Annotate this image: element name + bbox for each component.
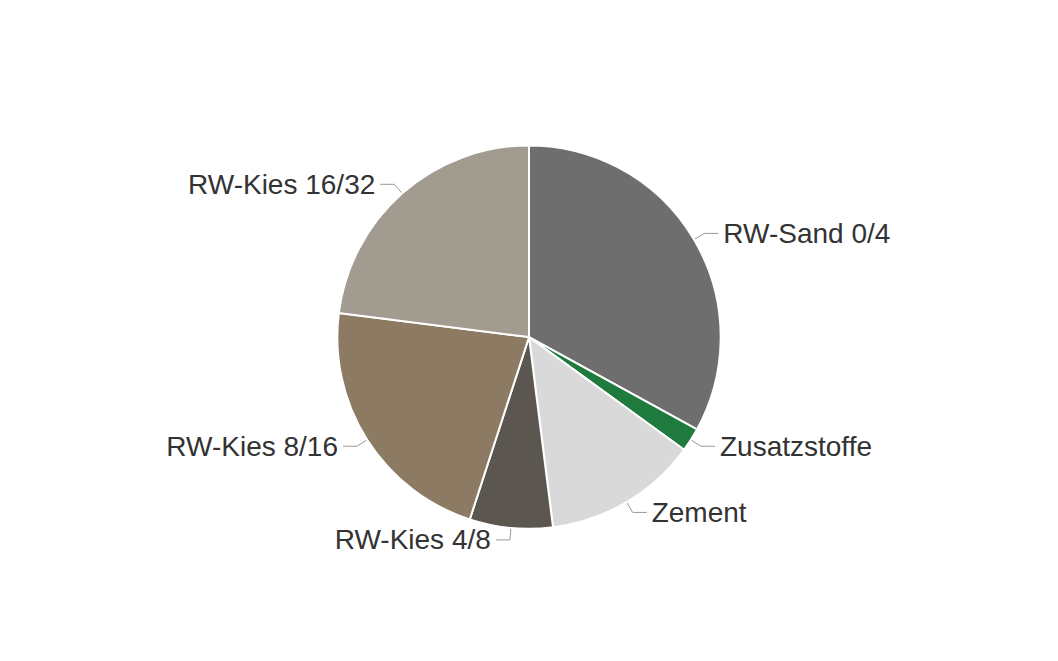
svg-text:RW-Kies 8/16: RW-Kies 8/16 [166,431,338,462]
svg-text:Zusatzstoffe: Zusatzstoffe [720,431,872,462]
svg-text:RW-Sand 0/4: RW-Sand 0/4 [723,218,890,249]
svg-text:RW-Kies 16/32: RW-Kies 16/32 [188,169,375,200]
svg-text:RW-Kies 4/8: RW-Kies 4/8 [335,524,491,555]
svg-text:Zement: Zement [652,497,747,528]
